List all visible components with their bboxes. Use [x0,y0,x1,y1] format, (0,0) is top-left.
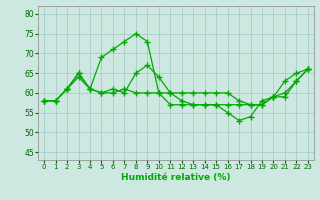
X-axis label: Humidité relative (%): Humidité relative (%) [121,173,231,182]
